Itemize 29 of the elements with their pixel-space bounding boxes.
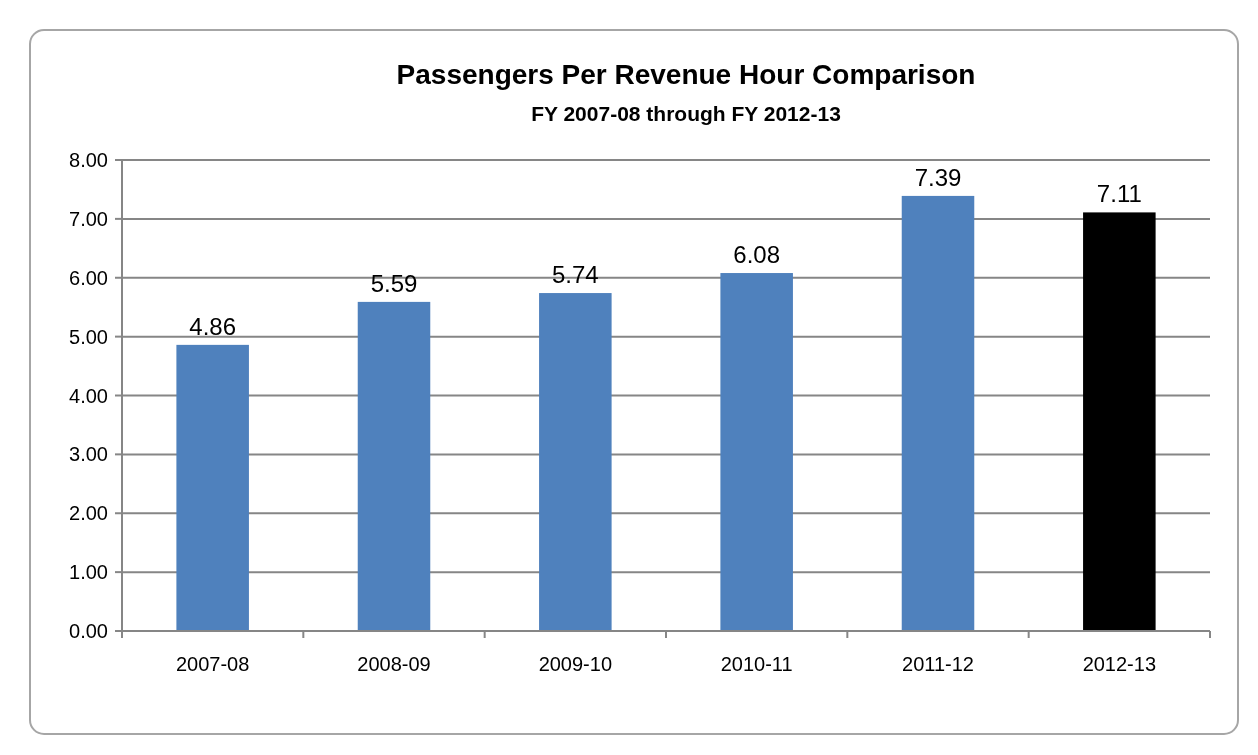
y-tick-label: 4.00 — [69, 384, 108, 407]
bar — [1083, 212, 1156, 631]
y-tick-label: 0.00 — [69, 620, 108, 642]
data-label: 5.59 — [370, 269, 418, 297]
x-tick-label: 2011-12 — [902, 653, 974, 675]
data-label: 6.08 — [733, 241, 781, 269]
y-tick-label: 8.00 — [69, 149, 108, 171]
y-tick-label: 2.00 — [69, 502, 108, 525]
y-tick-label: 5.00 — [69, 325, 108, 348]
x-tick-label: 2009-10 — [538, 653, 613, 675]
y-tick-label: 1.00 — [69, 561, 108, 584]
x-tick-label: 2007-08 — [175, 653, 250, 675]
chart-subtitle: FY 2007-08 through FY 2012-13 — [531, 102, 841, 125]
bar — [357, 301, 431, 631]
bar — [539, 293, 612, 631]
data-label: 7.11 — [1096, 180, 1142, 208]
x-tick-label: 2012-13 — [1082, 653, 1157, 675]
x-tick-label: 2008-09 — [357, 653, 431, 675]
data-label: 5.74 — [551, 261, 599, 289]
chart-title: Passengers Per Revenue Hour Comparison — [396, 59, 976, 90]
x-tick-label: 2010-11 — [720, 653, 793, 675]
y-tick-label: 6.00 — [69, 266, 108, 289]
bar — [176, 344, 249, 631]
y-tick-label: 3.00 — [69, 443, 108, 466]
y-tick-label: 7.00 — [69, 207, 108, 230]
bar — [901, 195, 975, 631]
data-label: 7.39 — [914, 163, 962, 191]
bar — [720, 273, 793, 631]
data-label: 4.86 — [189, 312, 237, 340]
